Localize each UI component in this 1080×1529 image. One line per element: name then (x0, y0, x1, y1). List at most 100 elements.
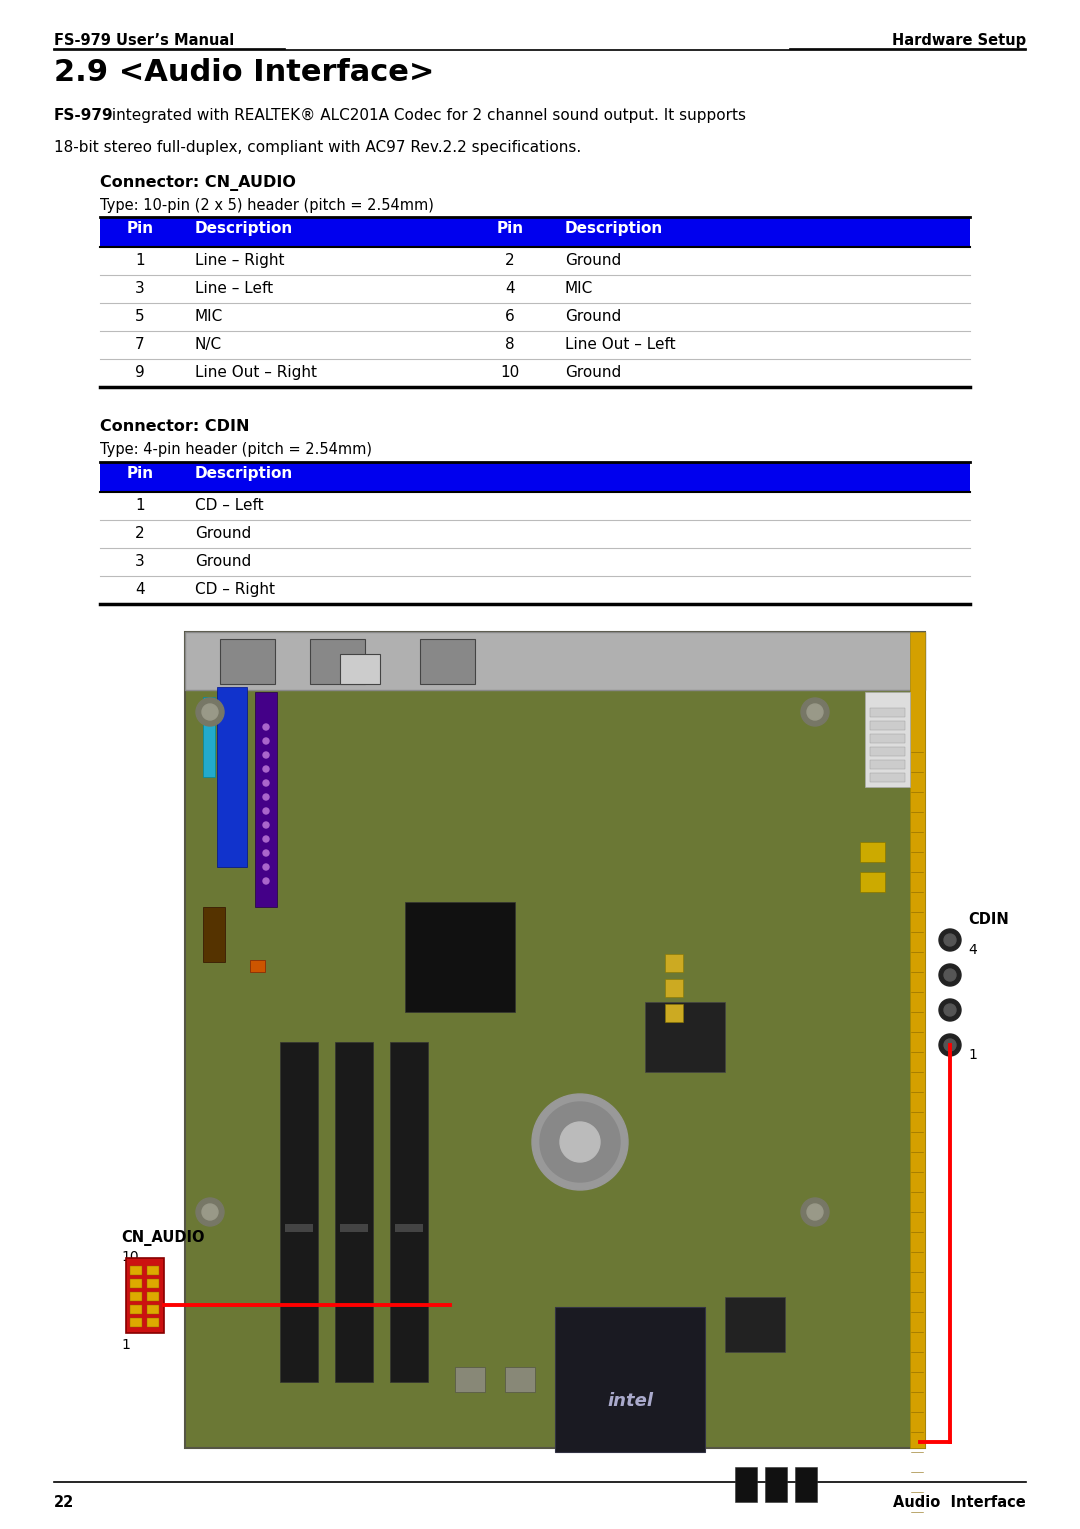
Circle shape (195, 1199, 224, 1226)
Bar (147, 1292, 159, 1301)
Bar (765, 1466, 787, 1501)
Text: 18-bit stereo full-duplex, compliant with AC97 Rev.2.2 specifications.: 18-bit stereo full-duplex, compliant wit… (54, 141, 581, 154)
Text: 9: 9 (135, 365, 145, 381)
Circle shape (202, 703, 218, 720)
Text: 2: 2 (505, 252, 515, 268)
Bar (130, 1304, 141, 1313)
Bar (395, 1225, 423, 1232)
Bar (203, 697, 215, 777)
Circle shape (264, 794, 269, 800)
Text: 22: 22 (54, 1495, 75, 1511)
Bar (130, 1278, 141, 1287)
Bar (735, 1466, 757, 1501)
Text: Type: 10-pin (2 x 5) header (pitch = 2.54mm): Type: 10-pin (2 x 5) header (pitch = 2.5… (100, 197, 434, 213)
Circle shape (264, 739, 269, 745)
Text: 7: 7 (135, 336, 145, 352)
Circle shape (939, 963, 961, 986)
Circle shape (264, 836, 269, 842)
Bar (126, 1258, 164, 1333)
Circle shape (264, 864, 269, 870)
Circle shape (540, 1102, 620, 1182)
Text: 4: 4 (505, 281, 515, 297)
Circle shape (939, 1034, 961, 1057)
Text: 6: 6 (505, 309, 515, 324)
Text: Hardware Setup: Hardware Setup (892, 34, 1026, 47)
Text: MIC: MIC (195, 309, 224, 324)
Bar (665, 954, 683, 972)
Text: Description: Description (565, 222, 663, 235)
Bar (555, 1307, 705, 1453)
Bar (147, 1278, 159, 1287)
Bar (665, 1005, 683, 1021)
Text: Ground: Ground (195, 553, 252, 569)
Text: intel: intel (607, 1391, 653, 1410)
Bar (870, 708, 905, 717)
Bar (147, 1266, 159, 1275)
Text: 2: 2 (135, 526, 145, 541)
Bar (220, 639, 275, 683)
Bar (249, 960, 265, 972)
Circle shape (944, 1005, 956, 1015)
Circle shape (264, 807, 269, 813)
Text: Line Out – Right: Line Out – Right (195, 365, 318, 381)
Bar (860, 872, 885, 891)
Bar (130, 1292, 141, 1301)
Text: Ground: Ground (565, 309, 621, 324)
Bar (335, 1041, 373, 1382)
Text: CD – Right: CD – Right (195, 583, 275, 596)
Bar (100, 217, 970, 248)
Bar (217, 687, 247, 867)
Text: 3: 3 (135, 281, 145, 297)
Bar (860, 842, 885, 862)
Bar (285, 1225, 313, 1232)
Text: Line Out – Left: Line Out – Left (565, 336, 676, 352)
Bar (147, 1304, 159, 1313)
Bar (870, 748, 905, 755)
Text: Type: 4-pin header (pitch = 2.54mm): Type: 4-pin header (pitch = 2.54mm) (100, 442, 372, 457)
Bar (645, 1001, 725, 1072)
Circle shape (264, 850, 269, 856)
Bar (795, 1466, 816, 1501)
Bar (870, 774, 905, 781)
Bar (665, 979, 683, 997)
Text: 3: 3 (135, 553, 145, 569)
Bar (405, 902, 515, 1012)
Text: Audio  Interface: Audio Interface (893, 1495, 1026, 1511)
Bar (605, 1367, 635, 1391)
Circle shape (807, 1203, 823, 1220)
Bar (865, 693, 910, 787)
Text: Ground: Ground (195, 526, 252, 541)
Circle shape (264, 780, 269, 786)
Circle shape (264, 725, 269, 729)
Circle shape (807, 703, 823, 720)
Bar (203, 907, 225, 962)
Text: CN_AUDIO: CN_AUDIO (121, 1229, 204, 1246)
Bar (555, 1367, 585, 1391)
Bar (420, 639, 475, 683)
Text: 4: 4 (135, 583, 145, 596)
Text: 8: 8 (505, 336, 515, 352)
Circle shape (264, 823, 269, 829)
Circle shape (264, 752, 269, 758)
Bar (130, 1318, 141, 1327)
Text: Pin: Pin (126, 466, 153, 482)
Text: CD – Left: CD – Left (195, 498, 264, 514)
Circle shape (202, 1203, 218, 1220)
Text: FS-979 User’s Manual: FS-979 User’s Manual (54, 34, 234, 47)
Text: Pin: Pin (497, 222, 524, 235)
Text: N/C: N/C (195, 336, 222, 352)
Bar (255, 693, 276, 907)
Bar (185, 631, 924, 690)
Bar (310, 639, 365, 683)
Circle shape (939, 930, 961, 951)
Text: Ground: Ground (565, 252, 621, 268)
Circle shape (944, 969, 956, 982)
Text: 1: 1 (968, 1047, 977, 1063)
Bar (185, 631, 924, 1448)
Circle shape (944, 1040, 956, 1050)
Text: FS-979: FS-979 (54, 109, 113, 122)
Bar (870, 734, 905, 743)
Text: Description: Description (195, 222, 294, 235)
Circle shape (801, 1199, 829, 1226)
Text: integrated with REALTEK® ALC201A Codec for 2 channel sound output. It supports: integrated with REALTEK® ALC201A Codec f… (107, 109, 746, 122)
